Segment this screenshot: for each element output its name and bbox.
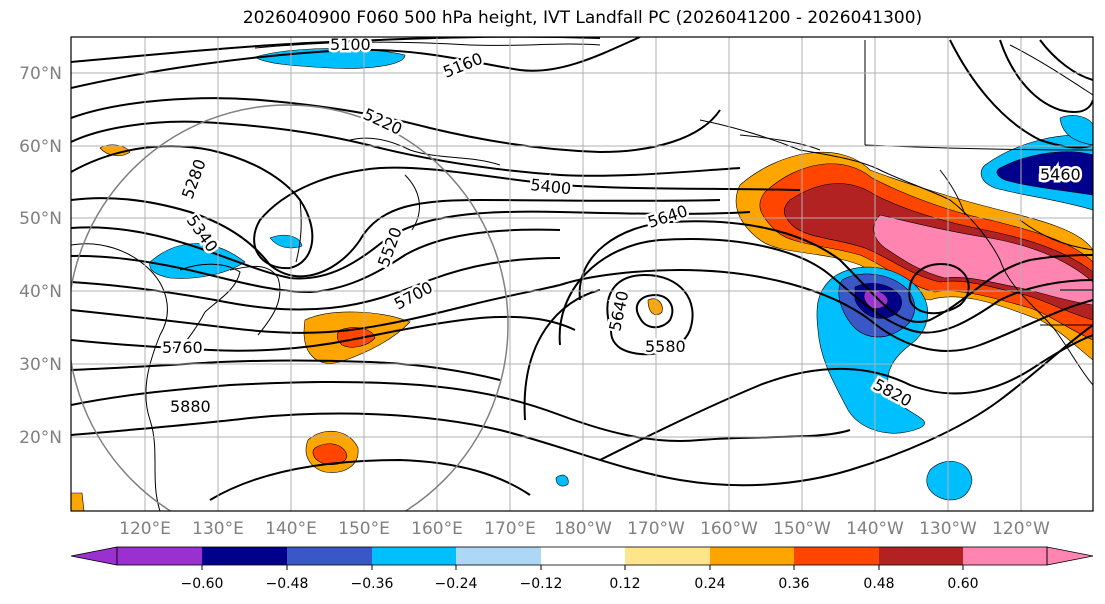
lon-label-140w: 140°W	[846, 519, 904, 539]
lon-label-160e: 160°E	[411, 519, 463, 539]
colorbar-tick-label: −0.60	[181, 576, 224, 592]
height-contours	[71, 37, 1093, 501]
coastlines	[71, 40, 1093, 511]
colorbar-seg-5	[456, 547, 541, 565]
colorbar-tick-label: 0.36	[778, 576, 809, 592]
colorbar-seg-9	[794, 547, 879, 565]
colorbar-seg-11	[963, 547, 1047, 565]
lon-label-140e: 140°E	[265, 519, 317, 539]
lat-label-40n: 40°N	[19, 282, 62, 302]
lon-label-170w: 170°W	[627, 519, 685, 539]
colorbar-tick-label: −0.24	[435, 576, 478, 592]
colorbar-tick-label: 0.48	[863, 576, 894, 592]
lon-label-150e: 150°E	[338, 519, 390, 539]
colorbar-extend-max	[1046, 546, 1094, 566]
colorbar-tick-label: 0.60	[947, 576, 978, 592]
longitude-labels: 120°E 130°E 140°E 150°E 160°E 170°E 180°…	[119, 519, 1050, 539]
colorbar-tick-label: −0.12	[520, 576, 563, 592]
lat-label-30n: 30°N	[19, 355, 62, 375]
map-title: 2026040900 F060 500 hPa height, IVT Land…	[242, 8, 923, 28]
colorbar-extend-min	[70, 546, 118, 566]
lon-label-150w: 150°W	[773, 519, 831, 539]
colorbar-tick-label: −0.48	[266, 576, 309, 592]
lat-label-50n: 50°N	[19, 209, 62, 229]
lon-label-180w: 180°W	[554, 519, 612, 539]
landfall-region-circle	[71, 104, 509, 511]
colorbar-seg-4	[372, 547, 456, 565]
colorbar-seg-8	[710, 547, 794, 565]
contour-label-5880: 5880	[170, 397, 211, 416]
lon-label-120e: 120°E	[119, 519, 171, 539]
colorbar-seg-2	[202, 547, 287, 565]
colorbar-seg-7	[625, 547, 710, 565]
colorbar: −0.60 −0.48 −0.36 −0.24 −0.12 0.12 0.24 …	[70, 546, 1094, 592]
lat-label-60n: 60°N	[19, 137, 62, 157]
colorbar-seg-6	[541, 547, 625, 565]
contour-label-5100: 5100	[330, 35, 371, 54]
map-frame	[70, 36, 1094, 512]
colorbar-tick-label: 0.12	[609, 576, 640, 592]
contour-label-5460: 5460	[1040, 165, 1081, 184]
lat-label-20n: 20°N	[19, 428, 62, 448]
colorbar-tick-labels: −0.60 −0.48 −0.36 −0.24 −0.12 0.12 0.24 …	[181, 576, 979, 592]
lon-label-130e: 130°E	[192, 519, 244, 539]
contour-label-5760: 5760	[162, 338, 203, 357]
contour-label-5580: 5580	[645, 337, 686, 356]
lon-label-120w: 120°W	[992, 519, 1050, 539]
lon-label-160w: 160°W	[700, 519, 758, 539]
lon-label-170e: 170°E	[484, 519, 536, 539]
lon-label-130w: 130°W	[919, 519, 977, 539]
colorbar-seg-10	[879, 547, 963, 565]
colorbar-seg-3	[287, 547, 372, 565]
colorbar-tick-label: 0.24	[694, 576, 725, 592]
colorbar-ticks	[201, 565, 964, 570]
colorbar-frame	[116, 546, 1048, 566]
latitude-labels: 70°N 60°N 50°N 40°N 30°N 20°N	[19, 64, 62, 448]
colorbar-tick-label: −0.36	[351, 576, 394, 592]
lat-label-70n: 70°N	[19, 64, 62, 84]
colorbar-seg-1	[117, 547, 202, 565]
map-panel: 5100 5160 5220 5280 5340 5400 5460 5520 …	[71, 35, 1093, 511]
